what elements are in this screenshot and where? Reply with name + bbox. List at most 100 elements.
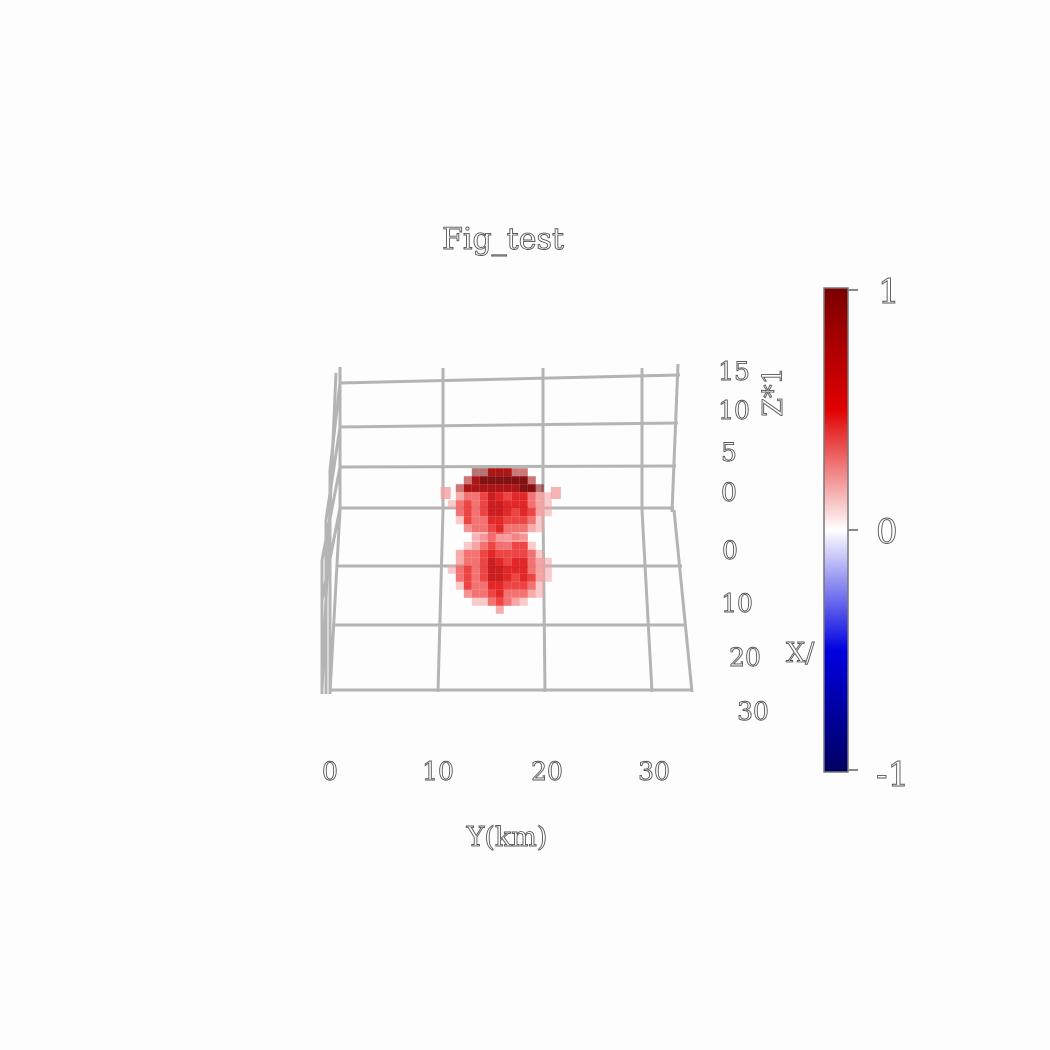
colorbar-tick-label: 1 [878,272,900,312]
voxel-cell [487,468,496,477]
voxel-cell [519,541,528,550]
voxel-cell [503,573,512,582]
voxel-cell [455,573,464,582]
grid-line [339,464,677,469]
z-axis-label: Z*1 [758,367,789,416]
voxel-cell [479,581,488,590]
voxel-cell [527,508,536,517]
voxel-cell [440,487,451,499]
voxel-cell [511,468,520,477]
voxel-cell [463,557,472,566]
voxel-cell [479,589,488,598]
voxel-cell [455,508,464,517]
z-tick-label: 0 [721,478,737,507]
voxel-cell [535,549,544,558]
voxel-cell [487,500,496,509]
voxel-cell [527,516,536,525]
voxel-cell [495,581,504,590]
voxel-cell [519,557,528,566]
voxel-cell [503,565,512,574]
voxel-cell [471,484,480,493]
voxel-cell [511,581,520,590]
voxel-cell [479,516,488,525]
voxel-cell [455,549,464,558]
voxel-cell [543,508,552,517]
voxel-cell [503,484,512,493]
voxel-cell [519,468,528,477]
voxel-cell [479,468,488,477]
voxel-cell [495,565,504,574]
voxel-cell [527,573,536,582]
voxel-cell [463,484,472,493]
colorbar-tick-label: 0 [876,512,898,552]
voxel-cell [455,581,464,590]
voxel-cell [519,581,528,590]
voxel-cell [455,500,464,509]
voxel-cell [479,565,488,574]
voxel-cell [495,597,504,606]
voxel-cell [503,476,512,485]
voxel-cell [447,565,456,574]
voxel-cell [463,549,472,558]
voxel-cell [487,476,496,485]
voxel-cell [479,541,488,550]
voxel-cell [527,557,536,566]
voxel-cell [519,597,528,606]
voxel-cell [487,484,496,493]
voxel-cell [479,484,488,493]
voxel-cell [495,541,504,550]
voxel-cell [503,597,512,606]
voxel-cell [471,557,480,566]
voxel-cell [463,565,472,574]
z-tick-label: 15 [718,357,750,386]
voxel-cell [447,500,456,509]
voxel-cell [535,500,544,509]
voxel-cell [535,508,544,517]
voxel-cell [543,573,552,582]
z-tick-label: 5 [721,438,737,467]
voxel-cell [471,524,480,533]
voxel-cell [511,541,520,550]
voxel-cell [455,492,464,501]
voxel-cell [471,508,480,517]
voxel-cell [535,573,544,582]
voxel-cell [471,565,480,574]
voxel-cell [495,516,504,525]
voxel-cell [535,492,544,501]
voxel-cell [495,476,504,485]
voxel-cell [519,476,528,485]
voxel-cell [527,524,536,533]
voxel-cell [511,492,520,501]
voxel-cell [519,549,528,558]
voxel-cell [487,565,496,574]
voxel-cell [487,541,496,550]
voxel-cell [463,516,472,525]
voxel-cell [535,565,544,574]
voxel-cell [503,589,512,598]
voxel-cell [519,565,528,574]
y-tick-label: 30 [638,757,670,786]
voxel-cell [495,573,504,582]
voxel-cell [527,492,536,501]
voxel-cell [487,549,496,558]
voxel-cell [511,533,520,542]
voxel-cell [471,533,480,542]
voxel-cell [455,484,464,493]
voxel-cell [503,492,512,501]
voxel-cell [519,524,528,533]
colorbar [823,287,849,773]
voxel-cell [471,468,480,477]
voxel-cell [471,492,480,501]
x-tick-label: 30 [737,697,769,726]
voxel-cell [519,516,528,525]
voxel-cell [527,541,536,550]
voxel-cell [479,500,488,509]
voxel-cell [503,500,512,509]
voxel-cell [511,476,520,485]
voxel-cell [495,484,504,493]
voxel-cell [503,581,512,590]
voxel-cell [495,549,504,558]
voxel-cell [479,597,488,606]
voxel-cell [463,573,472,582]
